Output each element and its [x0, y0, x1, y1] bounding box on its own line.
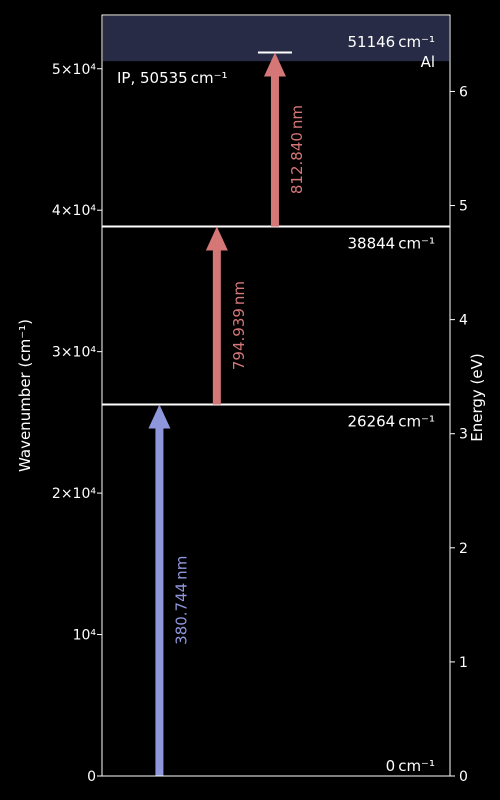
right-axis-tick-label: 0: [459, 769, 468, 785]
right-axis-tick-label: 6: [459, 84, 468, 100]
left-axis-tick-label: 3×10⁴: [52, 345, 96, 361]
element-label: Al: [421, 53, 435, 71]
left-axis: 0 10⁴ 2×10⁴ 3×10⁴ 4×10⁴ 5×10⁴: [52, 62, 102, 785]
ionization-potential-label: IP, 50535 cm⁻¹: [117, 69, 228, 87]
energy-level-label: 51146 cm⁻¹: [347, 33, 435, 51]
transition-wavelength-label: 794.939 nm: [230, 281, 248, 370]
y-axis-label-left: Wavenumber (cm⁻¹): [16, 319, 34, 472]
plot-frame: [101, 14, 451, 777]
right-axis-tick-label: 3: [459, 427, 468, 443]
energy-level-label: 26264 cm⁻¹: [347, 412, 435, 430]
transition-arrow-shaft: [270, 75, 279, 227]
left-axis-tick-label: 0: [87, 769, 96, 785]
energy-level-label: 38844 cm⁻¹: [347, 235, 435, 253]
energy-level-label: 0 cm⁻¹: [386, 757, 435, 775]
left-axis-tick-label: 2×10⁴: [52, 486, 96, 502]
y-axis-label-right: Energy (eV): [468, 353, 486, 441]
left-axis-tick-label: 10⁴: [73, 628, 97, 644]
transition-arrow-shaft: [155, 427, 164, 776]
right-axis-tick-label: 2: [459, 541, 468, 557]
right-axis-tick-label: 4: [459, 313, 468, 329]
transition-arrow-head: [148, 404, 171, 429]
transition-arrow-head: [205, 226, 228, 251]
right-axis-tick-label: 5: [459, 199, 468, 215]
left-axis-tick-label: 4×10⁴: [52, 203, 96, 219]
transition-wavelength-label: 812.840 nm: [288, 105, 306, 194]
transition-arrows: 380.744 nm 794.939 nm 812.840 nm: [148, 52, 306, 776]
left-axis-tick-label: 5×10⁴: [52, 62, 96, 78]
energy-levels: 0 cm⁻¹ 26264 cm⁻¹ 38844 cm⁻¹ 51146 cm⁻¹: [102, 33, 450, 775]
ionization-continuum-band: [103, 16, 449, 62]
transition-arrow-shaft: [212, 249, 221, 405]
transition-arrow-head: [263, 52, 286, 77]
right-axis: 0 1 2 3 4 5 6: [450, 84, 468, 785]
right-axis-tick-label: 1: [459, 655, 468, 671]
transition-wavelength-label: 380.744 nm: [172, 556, 190, 645]
